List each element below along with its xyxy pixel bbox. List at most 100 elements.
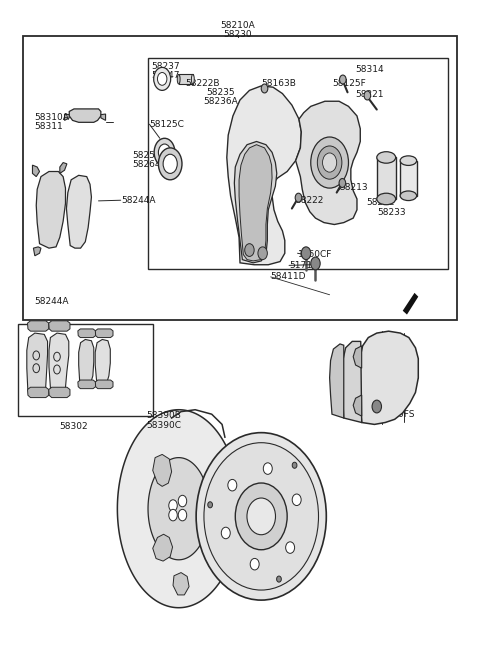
Circle shape — [169, 499, 177, 511]
Circle shape — [245, 244, 254, 256]
Text: 58163B: 58163B — [261, 79, 296, 88]
Circle shape — [311, 257, 320, 270]
Text: 58390B: 58390B — [146, 411, 181, 420]
Circle shape — [154, 67, 171, 91]
Text: 58390C: 58390C — [146, 421, 181, 430]
Polygon shape — [69, 109, 101, 122]
Ellipse shape — [221, 527, 230, 539]
Ellipse shape — [204, 443, 319, 590]
Text: 58232: 58232 — [366, 197, 395, 206]
Ellipse shape — [400, 156, 417, 166]
Polygon shape — [96, 329, 113, 338]
Polygon shape — [353, 346, 362, 368]
Polygon shape — [330, 344, 344, 418]
Ellipse shape — [247, 498, 276, 534]
Text: 58230: 58230 — [223, 30, 252, 39]
Circle shape — [372, 400, 382, 413]
Text: 58210A: 58210A — [220, 21, 255, 30]
Circle shape — [339, 179, 346, 188]
Circle shape — [169, 509, 177, 521]
Polygon shape — [342, 342, 362, 422]
Ellipse shape — [177, 74, 180, 84]
Circle shape — [178, 496, 187, 507]
Ellipse shape — [276, 576, 281, 582]
Polygon shape — [33, 165, 39, 177]
Ellipse shape — [286, 542, 295, 553]
Circle shape — [301, 247, 311, 259]
Polygon shape — [227, 86, 301, 265]
Text: 58310A: 58310A — [34, 113, 69, 122]
Circle shape — [323, 153, 336, 172]
Text: 1220FS: 1220FS — [382, 410, 415, 419]
Ellipse shape — [377, 193, 396, 204]
Text: 58222B: 58222B — [186, 79, 220, 88]
Text: 1360CF: 1360CF — [298, 250, 332, 259]
Polygon shape — [49, 333, 69, 394]
Ellipse shape — [228, 479, 237, 491]
Polygon shape — [79, 340, 94, 386]
Polygon shape — [400, 160, 417, 196]
Text: 58244A: 58244A — [34, 296, 68, 305]
Polygon shape — [403, 293, 418, 314]
Text: 58235: 58235 — [206, 88, 235, 97]
Text: 58411D: 58411D — [271, 272, 306, 281]
Polygon shape — [64, 114, 69, 120]
Polygon shape — [153, 534, 172, 561]
Circle shape — [157, 72, 167, 85]
Text: 58247: 58247 — [151, 71, 180, 80]
Ellipse shape — [196, 433, 326, 600]
Circle shape — [258, 247, 267, 259]
Polygon shape — [27, 321, 49, 331]
Polygon shape — [66, 175, 91, 248]
Ellipse shape — [192, 74, 194, 84]
Circle shape — [339, 75, 346, 84]
Polygon shape — [49, 321, 70, 331]
Polygon shape — [296, 101, 360, 225]
Ellipse shape — [235, 483, 287, 550]
Ellipse shape — [400, 191, 417, 201]
Polygon shape — [95, 340, 110, 386]
Bar — [18, 324, 153, 416]
Polygon shape — [148, 457, 208, 560]
Polygon shape — [34, 247, 41, 256]
Polygon shape — [353, 395, 362, 416]
Circle shape — [158, 148, 182, 180]
Circle shape — [178, 509, 187, 521]
Circle shape — [163, 154, 177, 173]
Text: 58222: 58222 — [296, 196, 324, 204]
Polygon shape — [60, 162, 67, 173]
Text: 58233: 58233 — [377, 208, 406, 217]
Circle shape — [364, 91, 371, 100]
Text: 58314: 58314 — [356, 65, 384, 74]
Polygon shape — [118, 410, 240, 608]
Text: 58125F: 58125F — [332, 79, 366, 88]
Polygon shape — [36, 171, 65, 248]
Circle shape — [261, 84, 268, 93]
Ellipse shape — [264, 463, 272, 474]
Circle shape — [295, 193, 302, 202]
Polygon shape — [78, 380, 96, 389]
Text: 58125C: 58125C — [149, 120, 184, 129]
Ellipse shape — [377, 151, 396, 163]
Bar — [23, 36, 457, 320]
Polygon shape — [78, 329, 96, 338]
Text: 58264A: 58264A — [132, 160, 167, 169]
Circle shape — [154, 138, 175, 166]
Circle shape — [311, 137, 348, 188]
Circle shape — [317, 146, 342, 179]
Polygon shape — [96, 380, 113, 389]
Text: 58213: 58213 — [339, 183, 368, 192]
Ellipse shape — [208, 502, 213, 508]
Polygon shape — [377, 157, 396, 199]
Polygon shape — [101, 114, 106, 120]
Bar — [148, 58, 447, 269]
Polygon shape — [27, 388, 49, 398]
Polygon shape — [359, 331, 418, 424]
Polygon shape — [49, 388, 70, 398]
Circle shape — [158, 144, 171, 160]
Text: 58254B: 58254B — [132, 151, 167, 160]
Polygon shape — [27, 333, 48, 394]
Text: 58311: 58311 — [34, 122, 62, 131]
Polygon shape — [234, 142, 277, 263]
Text: 58244A: 58244A — [121, 196, 156, 204]
